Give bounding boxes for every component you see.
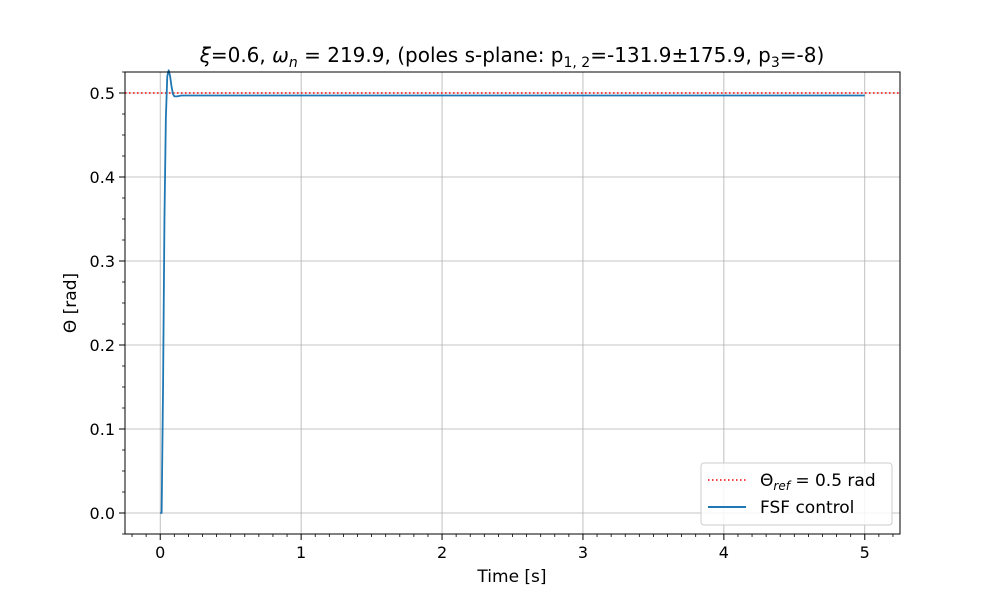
y-axis-label: Θ [rad] [61,273,81,333]
x-tick-label: 5 [860,543,870,562]
series-line-0 [160,69,865,514]
axis-ticks: 0 1 2 3 4 5 0.0 0.1 0.2 0.3 0.4 0.5 [90,71,894,562]
y-tick-label: 0.0 [90,504,115,523]
title-omega-symbol: ω [272,43,289,67]
legend: Θref = 0.5 rad FSF control [700,462,893,526]
title-p3-subscript: 3 [771,55,780,71]
x-tick-label: 3 [578,543,588,562]
legend-reference-label: Θref = 0.5 rad [760,471,876,493]
title-p12-subscript: 1, 2 [564,55,591,71]
x-tick-label: 1 [296,543,306,562]
chart-title: ξ=0.6, ωn = 219.9, (poles s-plane: p1, 2… [199,43,825,71]
x-tick-label: 0 [155,543,165,562]
title-xi-symbol: ξ [199,43,212,67]
y-tick-label: 0.4 [90,168,115,187]
plot-data [125,69,900,514]
x-tick-label: 2 [437,543,447,562]
y-tick-label: 0.5 [90,84,115,103]
title-p12-value: =-131.9±175.9, p [590,43,771,67]
title-omega-value: = 219.9, [298,43,397,67]
title-p3-value: =-8) [780,43,825,67]
legend-reference-subscript: ref [773,479,791,493]
x-axis-label: Time [s] [476,567,546,587]
title-omega-subscript: n [289,55,298,71]
y-tick-label: 0.1 [90,420,115,439]
legend-series-label: FSF control [760,498,854,518]
legend-reference-symbol: Θ [760,471,773,491]
x-tick-label: 4 [719,543,729,562]
y-tick-label: 0.2 [90,336,115,355]
y-tick-label: 0.3 [90,252,115,271]
title-xi-value: =0.6, [211,43,272,67]
legend-box [700,462,893,526]
title-poles-prefix: (poles s-plane: p [397,43,563,67]
legend-reference-rest: = 0.5 rad [790,471,876,491]
